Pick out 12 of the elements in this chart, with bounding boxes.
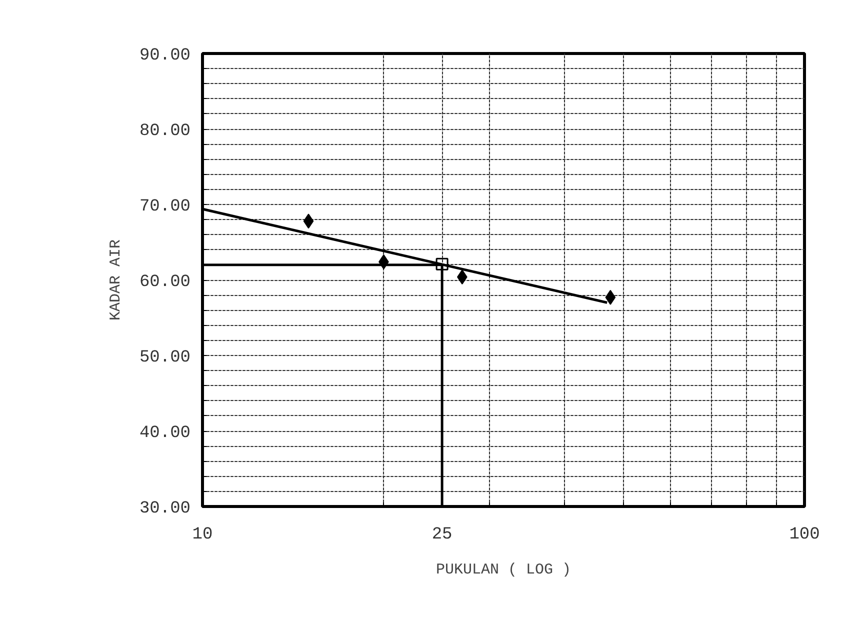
y-tick-label: 40.00 — [139, 424, 191, 443]
y-tick-label: 50.00 — [139, 348, 191, 368]
x-tick-label: 10 — [192, 526, 213, 544]
x-tick-label: 25 — [432, 526, 452, 544]
x-axis-title: PUKULAN ( LOG ) — [436, 562, 572, 578]
y-tick-label: 70.00 — [139, 198, 191, 216]
y-axis-title: KADAR AIR — [107, 239, 124, 321]
y-tick-label: 60.00 — [139, 273, 191, 292]
x-tick-label: 100 — [789, 526, 820, 544]
y-tick-label: 80.00 — [139, 122, 191, 141]
y-tick-label: 30.00 — [139, 500, 191, 518]
y-tick-label: 90.00 — [139, 46, 191, 66]
